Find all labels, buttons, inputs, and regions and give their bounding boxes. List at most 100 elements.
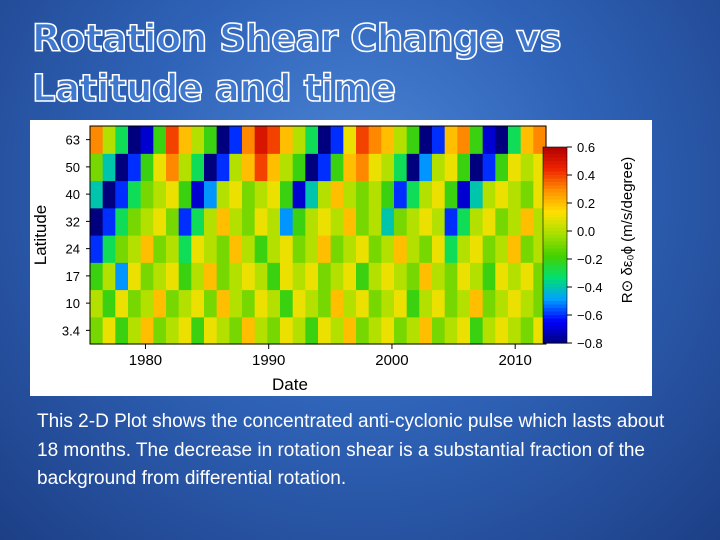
heatmap-cell	[356, 316, 370, 345]
heatmap-cell	[318, 316, 332, 345]
heatmap-cell	[432, 235, 446, 263]
heatmap-cell	[204, 316, 218, 345]
colorbar-segment	[543, 234, 567, 239]
heatmap-cell	[267, 207, 281, 236]
heatmap-cell	[153, 262, 167, 291]
colorbar-segment	[543, 287, 567, 292]
heatmap-cell	[254, 262, 268, 291]
heatmap-cell	[482, 262, 496, 291]
colorbar-segment	[543, 238, 567, 243]
heatmap-cell	[254, 316, 268, 345]
colorbar-segment	[543, 308, 567, 313]
colorbar-segment	[543, 164, 567, 169]
heatmap-cell	[90, 153, 104, 182]
colorbar-segment	[543, 185, 567, 190]
heatmap-cell	[432, 126, 446, 154]
heatmap-cell	[254, 180, 268, 209]
heatmap-cell	[229, 153, 243, 182]
heatmap-cell	[381, 262, 395, 291]
heatmap-cell	[444, 262, 458, 291]
heatmap-cell	[318, 289, 332, 318]
colorbar-segment	[543, 171, 567, 176]
colorbar-segment	[543, 196, 567, 201]
heatmap-cell	[178, 153, 192, 182]
heatmap-cell	[90, 289, 104, 318]
heatmap-cell	[305, 289, 319, 318]
heatmap-cell	[242, 316, 256, 345]
heatmap-cell	[305, 180, 319, 209]
colorbar-tick-label: −0.4	[577, 280, 603, 295]
colorbar-label: R⊙ δε₀ϕ (m/s/degree)	[619, 157, 636, 303]
heatmap-cell	[102, 153, 116, 182]
heatmap-cell	[470, 316, 484, 345]
colorbar-segment	[543, 182, 567, 187]
heatmap-cell	[406, 180, 420, 209]
heatmap-cell	[191, 262, 205, 291]
colorbar-segment	[543, 231, 567, 236]
heatmap-cell	[343, 207, 357, 236]
heatmap-cell	[140, 262, 154, 291]
heatmap-cell	[520, 207, 534, 236]
heatmap-cell	[470, 235, 484, 263]
heatmap-cell	[166, 262, 180, 291]
x-tick-label: 2010	[499, 352, 532, 369]
colorbar-segment	[543, 210, 567, 215]
heatmap-cell	[520, 180, 534, 209]
heatmap-cell	[457, 316, 471, 345]
colorbar-tick-label: 0.6	[577, 140, 595, 155]
heatmap-cell	[457, 153, 471, 182]
heatmap-cell	[128, 126, 142, 154]
heatmap-cell	[204, 262, 218, 291]
heatmap-cell	[381, 126, 395, 154]
heatmap-cell	[140, 316, 154, 345]
heatmap-cell	[128, 316, 142, 345]
heatmap-cell	[280, 316, 294, 345]
heatmap-cell	[128, 153, 142, 182]
colorbar-segment	[543, 262, 567, 267]
colorbar-segment	[543, 297, 567, 302]
heatmap-cell	[305, 235, 319, 263]
colorbar-segment	[543, 206, 567, 211]
heatmap-cell	[102, 289, 116, 318]
heatmap-cell	[153, 235, 167, 263]
colorbar-segment	[543, 280, 567, 285]
heatmap-cell	[229, 235, 243, 263]
heatmap-cell	[153, 207, 167, 236]
colorbar-segment	[543, 178, 567, 183]
heatmap-cell	[305, 153, 319, 182]
colorbar-tick-label: 0.0	[577, 224, 595, 239]
x-tick-label: 1980	[129, 352, 162, 369]
colorbar-segment	[543, 301, 567, 306]
heatmap-cell	[508, 207, 522, 236]
heatmap-cell	[191, 180, 205, 209]
heatmap-cell	[406, 235, 420, 263]
heatmap-cell	[153, 180, 167, 209]
heatmap-cell	[394, 289, 408, 318]
colorbar-segment	[543, 189, 567, 194]
heatmap-cell	[444, 316, 458, 345]
colorbar-segment	[543, 304, 567, 309]
heatmap-cell	[191, 126, 205, 154]
heatmap-cell	[178, 262, 192, 291]
heatmap-cell	[254, 289, 268, 318]
colorbar-segment	[543, 227, 567, 232]
heatmap-cell	[204, 180, 218, 209]
colorbar-segment	[543, 252, 567, 257]
heatmap-cell	[508, 180, 522, 209]
heatmap-cell	[482, 316, 496, 345]
heatmap-cell	[432, 262, 446, 291]
heatmap-cell	[330, 180, 344, 209]
heatmap-cell	[330, 262, 344, 291]
heatmap-cell	[520, 153, 534, 182]
heatmap-cell	[356, 180, 370, 209]
heatmap-cell	[356, 207, 370, 236]
heatmap-cell	[292, 235, 306, 263]
y-axis-label: Latitude	[31, 205, 50, 266]
heatmap-cell	[394, 207, 408, 236]
heatmap-cell	[140, 153, 154, 182]
heatmap-cell	[394, 180, 408, 209]
heatmap-cell	[432, 153, 446, 182]
heatmap-cell	[520, 316, 534, 345]
heatmap-cell	[381, 153, 395, 182]
colorbar: 0.6 0.4 0.2 0.0 −0.2 −0.4 −0.6 −0.8	[542, 140, 603, 351]
